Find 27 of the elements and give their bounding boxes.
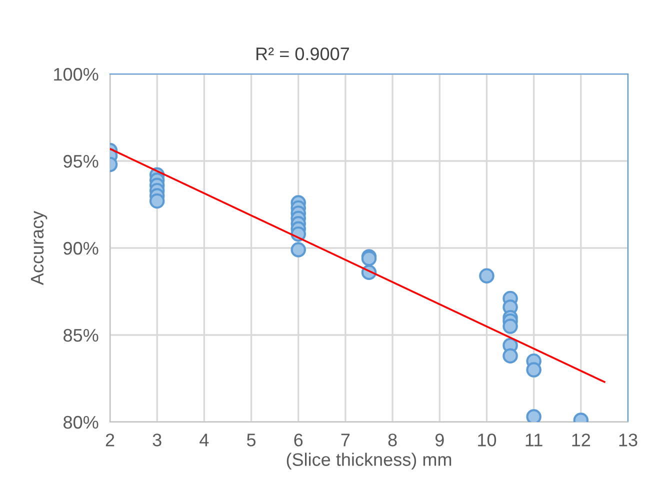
x-tick-label: 12 [572, 434, 590, 446]
x-tick-label: 2 [106, 434, 114, 446]
point [502, 318, 518, 334]
x-tick-label: 13 [619, 434, 638, 446]
point [526, 409, 542, 422]
x-tick-label: 3 [152, 434, 162, 446]
y-tick-label: 80% [64, 416, 98, 429]
point [149, 193, 165, 209]
x-tick-label: 4 [200, 434, 209, 446]
point [502, 348, 518, 364]
x-tick-label: 10 [478, 434, 496, 446]
y-tick-label: 90% [64, 242, 98, 255]
x-tick-label: 11 [526, 434, 542, 446]
x-tick-label: 5 [246, 434, 256, 446]
point [479, 268, 494, 284]
y-axis-title: Accuracy [30, 210, 48, 286]
x-tick-label: 9 [435, 434, 444, 446]
x-tick-label: 6 [294, 434, 303, 446]
y-tick-label: 100% [54, 68, 98, 81]
x-tick-label: 7 [341, 434, 350, 446]
point [526, 362, 542, 378]
point [290, 242, 306, 258]
y-tick-label: 85% [64, 328, 98, 342]
x-axis-title: (Slice thickness) mm [286, 452, 452, 470]
text: R² = 0.9007 [256, 47, 349, 60]
y-tick-label: 95% [64, 154, 98, 168]
x-tick-label: 8 [388, 434, 397, 446]
